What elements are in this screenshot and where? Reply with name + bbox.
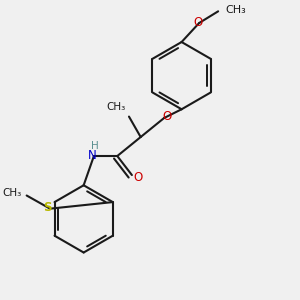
Text: H: H <box>92 141 99 151</box>
Text: CH₃: CH₃ <box>225 5 246 15</box>
Text: CH₃: CH₃ <box>107 102 126 112</box>
Text: N: N <box>88 149 97 162</box>
Text: S: S <box>44 201 52 214</box>
Text: O: O <box>133 171 142 184</box>
Text: O: O <box>162 110 172 123</box>
Text: O: O <box>193 16 202 28</box>
Text: CH₃: CH₃ <box>2 188 21 198</box>
